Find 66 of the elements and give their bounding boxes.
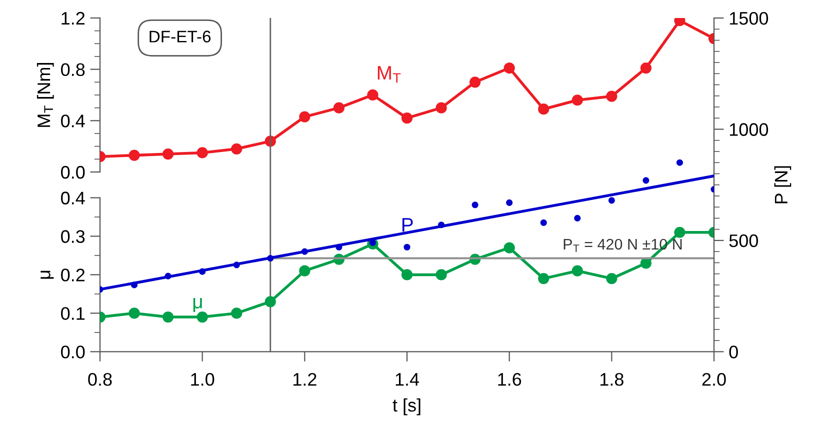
- y2-axis-title: P [N]: [774, 166, 792, 204]
- point: [538, 273, 550, 284]
- point: [264, 296, 276, 308]
- y-axis-title: μ: [40, 270, 54, 279]
- point: [640, 258, 652, 269]
- x-axis-title: t [s]: [392, 398, 420, 416]
- x-tick-label: 1.8: [600, 372, 624, 386]
- y-tick-label: 0.3: [61, 230, 85, 243]
- point: [572, 265, 583, 276]
- point: [231, 143, 242, 154]
- point: [538, 104, 550, 115]
- point: [606, 90, 618, 102]
- series-label: M$_{T}$: [378, 66, 401, 83]
- point: [128, 308, 140, 319]
- point: [574, 214, 581, 222]
- x-tick-label: 0.8: [88, 372, 112, 386]
- point: [162, 148, 174, 160]
- point: [367, 89, 378, 101]
- y2-tick-label: 0: [729, 346, 738, 358]
- point: [674, 226, 686, 238]
- x-tick-label: 1.2: [293, 372, 316, 386]
- y-tick-label: 0.1: [61, 307, 85, 320]
- series-label: μ: [193, 298, 202, 312]
- point: [128, 150, 140, 161]
- y-tick-label: 0.0: [61, 346, 85, 358]
- point: [674, 18, 686, 26]
- point: [640, 62, 652, 74]
- x-tick-label: 2.0: [702, 372, 726, 386]
- point: [162, 311, 174, 323]
- point: [608, 197, 615, 204]
- series-label: P: [402, 218, 413, 232]
- point: [606, 273, 618, 284]
- point: [401, 112, 413, 124]
- point: [196, 147, 208, 158]
- point: [472, 202, 478, 208]
- x-tick-label: 1.6: [498, 372, 522, 386]
- y-tick-label: 0.4: [61, 192, 85, 204]
- point: [642, 177, 650, 184]
- point: [231, 308, 242, 319]
- point: [506, 199, 513, 206]
- annotation: DF-ET-6: [150, 30, 211, 42]
- y-tick-label: 0.2: [61, 268, 85, 282]
- y-tick-label: 1.2: [62, 12, 85, 25]
- x-tick-label: 1.0: [191, 372, 214, 386]
- y-tick-label: 0.8: [61, 63, 85, 76]
- point: [504, 62, 515, 74]
- point: [469, 76, 481, 88]
- point: [436, 102, 447, 114]
- point: [299, 111, 310, 122]
- point: [401, 269, 413, 280]
- y2-tick-label: 1500: [730, 12, 768, 25]
- point: [676, 159, 684, 166]
- point: [572, 94, 583, 106]
- point: [436, 269, 447, 280]
- y-axis-title: M$_{T}$ [Nm]: [36, 63, 54, 127]
- y-tick-label: 0.0: [61, 166, 85, 179]
- point: [299, 265, 310, 276]
- y2-tick-label: 1000: [730, 123, 768, 136]
- x-tick-label: 1.4: [396, 373, 420, 386]
- point: [504, 242, 515, 254]
- point: [333, 102, 345, 114]
- y2-tick-label: 500: [729, 234, 758, 248]
- point: [196, 311, 208, 323]
- y-tick-label: 0.4: [61, 114, 85, 128]
- point: [540, 219, 547, 226]
- point: [404, 244, 410, 250]
